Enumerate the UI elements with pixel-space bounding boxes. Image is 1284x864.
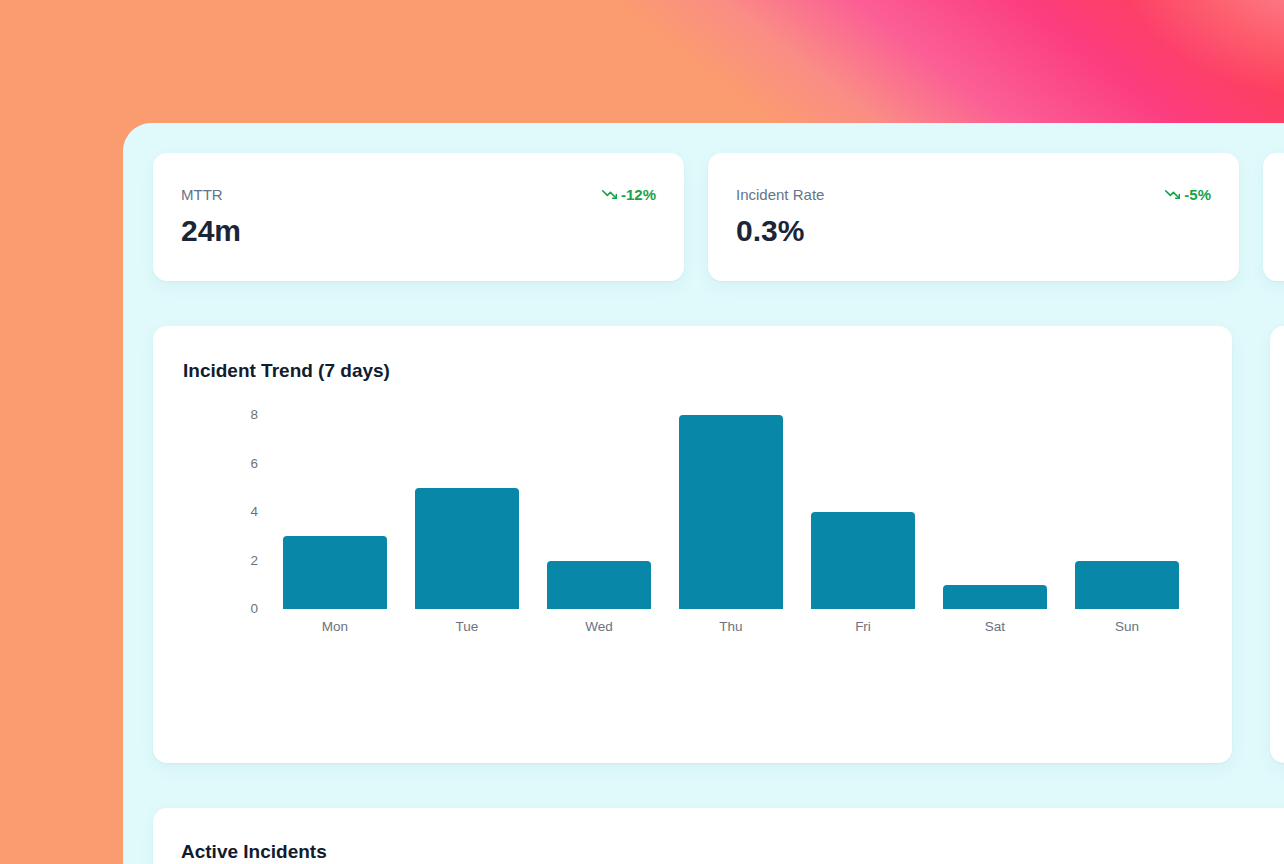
trending-down-icon	[602, 187, 617, 202]
x-axis-label: Tue	[427, 620, 507, 634]
incident-trend-card: Incident Trend (7 days) 86420MonTueWedTh…	[153, 326, 1232, 763]
y-axis-tick: 0	[218, 602, 258, 616]
x-axis-label: Thu	[691, 620, 771, 634]
metric-value: 0.3%	[736, 216, 1211, 246]
x-axis-label: Sat	[955, 620, 1035, 634]
metric-value: 24m	[181, 216, 656, 246]
dashboard-panel: MTTR -12% 24m Incident Rate -5% 0.3% Inc…	[123, 123, 1284, 864]
chart-row: Incident Trend (7 days) 86420MonTueWedTh…	[153, 326, 1284, 763]
metric-delta-value: -5%	[1184, 186, 1211, 203]
trending-down-icon	[1165, 187, 1180, 202]
metric-card-partial	[1263, 153, 1284, 281]
side-card-partial	[1270, 326, 1284, 763]
bar-thu	[679, 415, 783, 609]
y-axis-tick: 6	[218, 457, 258, 471]
active-incidents-card: Active Incidents	[153, 808, 1284, 864]
metric-delta: -5%	[1165, 186, 1211, 203]
x-axis-label: Mon	[295, 620, 375, 634]
bar-chart: 8 6 4 2 0 Mon Tue Wed Thu Fri Sat Sun	[153, 326, 1232, 763]
bar-mon	[283, 536, 387, 609]
metrics-row: MTTR -12% 24m Incident Rate -5% 0.3%	[153, 153, 1284, 281]
y-axis-tick: 4	[218, 505, 258, 519]
bar-sun	[1075, 561, 1179, 610]
y-axis-tick: 2	[218, 554, 258, 568]
metric-label: Incident Rate	[736, 187, 824, 202]
bar-fri	[811, 512, 915, 609]
x-axis-label: Fri	[823, 620, 903, 634]
metric-label: MTTR	[181, 187, 223, 202]
bar-tue	[415, 488, 519, 609]
bar-wed	[547, 561, 651, 610]
metric-delta-value: -12%	[621, 186, 656, 203]
metric-card-incident-rate: Incident Rate -5% 0.3%	[708, 153, 1239, 281]
active-incidents-title: Active Incidents	[181, 841, 1284, 863]
bar-sat	[943, 585, 1047, 609]
y-axis-tick: 8	[218, 408, 258, 422]
metric-delta: -12%	[602, 186, 656, 203]
metric-card-mttr: MTTR -12% 24m	[153, 153, 684, 281]
x-axis-label: Sun	[1087, 620, 1167, 634]
x-axis-label: Wed	[559, 620, 639, 634]
